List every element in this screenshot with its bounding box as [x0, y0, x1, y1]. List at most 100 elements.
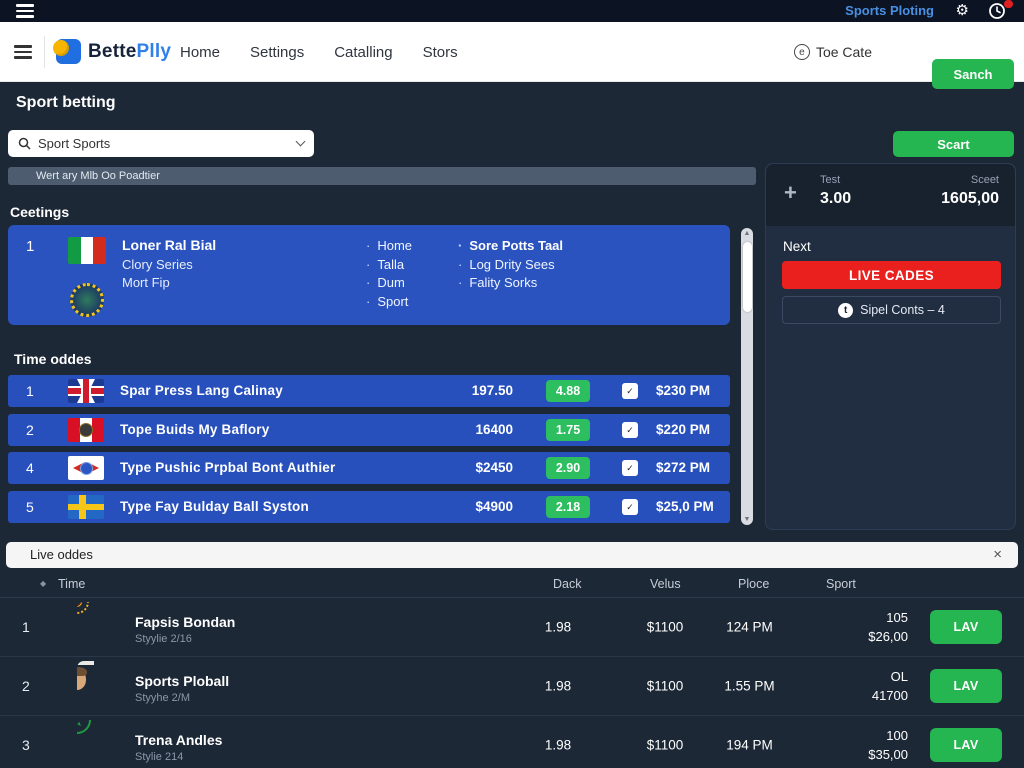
start-button[interactable]: Scart — [893, 131, 1014, 157]
lav-button[interactable]: LAV — [930, 610, 1002, 644]
bullet-item[interactable]: Home — [366, 237, 412, 256]
scrollbar-thumb[interactable] — [743, 242, 752, 312]
row-number: 3 — [22, 737, 30, 753]
event-time: $272 PM — [656, 460, 710, 475]
table-row[interactable]: 1 Fapsis Bondan Styylie 2/16 1.98 $1100 … — [0, 598, 1024, 657]
nav-item-stors[interactable]: Stors — [423, 44, 458, 61]
stat-bottom: $35,00 — [800, 745, 908, 764]
odds-badge[interactable]: 2.18 — [546, 496, 590, 518]
account-label: Toe Cate — [816, 44, 872, 60]
sport-select-dropdown[interactable]: Sport Sports — [8, 130, 314, 157]
col-ploce[interactable]: Ploce — [738, 577, 769, 591]
test-label: Test — [820, 174, 840, 186]
odds-badge[interactable]: 2.90 — [546, 457, 590, 479]
event-name: Tope Buids My Baflory — [120, 422, 269, 437]
stat-bottom: $26,00 — [800, 627, 908, 646]
ploce-value: 1.55 PM — [712, 679, 787, 694]
row-checkbox[interactable]: ✓ — [622, 383, 638, 399]
table-row[interactable]: 3 Trena Andles Stylie 214 1.98 $1100 194… — [0, 716, 1024, 768]
col-time[interactable]: Time — [58, 577, 85, 591]
event-value: $2450 — [408, 460, 513, 475]
velus-value: $1100 — [630, 738, 700, 753]
meeting-number: 1 — [26, 238, 34, 255]
bullet-item[interactable]: Log Drity Sees — [458, 256, 563, 275]
sweden-flag-icon — [68, 495, 104, 519]
odds-row[interactable]: 4 Type Pushic Prpbal Bont Authier $2450 … — [8, 452, 730, 484]
col-sport[interactable]: Sport — [826, 577, 856, 591]
player-name: Fapsis Bondan — [135, 614, 235, 630]
dack-value: 1.98 — [528, 738, 588, 753]
stat-top: 105 — [800, 608, 908, 627]
chevron-down-icon — [296, 137, 306, 147]
nav-item-settings[interactable]: Settings — [250, 44, 304, 61]
lav-button[interactable]: LAV — [930, 669, 1002, 703]
vertical-scrollbar[interactable]: ▲ ▼ — [741, 228, 753, 525]
close-icon[interactable]: × — [993, 542, 1002, 568]
player-subtitle: Styyhe 2/M — [135, 692, 190, 704]
nav-menu-icon[interactable] — [14, 44, 34, 60]
table-row[interactable]: 2 Sports Ploball Styyhe 2/M 1.98 $1100 1… — [0, 657, 1024, 716]
test-value: 3.00 — [820, 190, 851, 208]
sport-stats: 100 $35,00 — [800, 726, 908, 764]
live-odds-bar: Live oddes × — [6, 542, 1018, 568]
divider — [44, 36, 45, 68]
event-value: 16400 — [408, 422, 513, 437]
odds-badge[interactable]: 4.88 — [546, 380, 590, 402]
bullet-item[interactable]: Fality Sorks — [458, 274, 563, 293]
meeting-card[interactable]: 1 Loner Ral Bial Clory Series Mort Fip H… — [8, 225, 730, 325]
lav-button[interactable]: LAV — [930, 728, 1002, 762]
player-name: Trena Andles — [135, 732, 222, 748]
score-label: Sceet — [971, 174, 999, 186]
search-button[interactable]: Sanch — [932, 59, 1014, 89]
velus-value: $1100 — [630, 620, 700, 635]
bullet-item[interactable]: Talla — [366, 256, 412, 275]
col-velus[interactable]: Velus — [650, 577, 681, 591]
betslip-panel: + Test 3.00 Sceet 1605,00 Next LIVE CADE… — [765, 163, 1016, 530]
clock-icon[interactable] — [988, 2, 1010, 20]
uk-flag-icon — [68, 379, 104, 403]
bullet-item[interactable]: Dum — [366, 274, 412, 293]
row-checkbox[interactable]: ✓ — [622, 422, 638, 438]
col-dack[interactable]: Dack — [553, 577, 581, 591]
spel-conts-button[interactable]: t Sipel Conts – 4 — [782, 296, 1001, 324]
betslip-header: + Test 3.00 Sceet 1605,00 — [766, 164, 1015, 226]
peru-flag-icon — [68, 418, 104, 442]
sport-select-value: Sport Sports — [38, 136, 290, 151]
odds-row[interactable]: 2 Tope Buids My Baflory 16400 1.75 ✓ $22… — [8, 414, 730, 446]
stars-badge-icon — [70, 283, 104, 317]
score-value: 1605,00 — [941, 190, 999, 208]
bullet-item[interactable]: Sport — [366, 293, 412, 312]
nav-item-catalling[interactable]: Catalling — [334, 44, 392, 61]
odds-row[interactable]: 5 Type Fay Bulday Ball Syston $4900 2.18… — [8, 491, 730, 523]
event-time: $230 PM — [656, 383, 710, 398]
row-checkbox[interactable]: ✓ — [622, 499, 638, 515]
diamond-icon: ◆ — [40, 579, 46, 588]
event-time: $220 PM — [656, 422, 710, 437]
team-crest-red-icon — [77, 602, 121, 652]
meeting-title: Loner Ral Bial — [122, 237, 216, 253]
player-subtitle: Stylie 214 — [135, 751, 183, 763]
live-cades-button[interactable]: LIVE CADES — [782, 261, 1001, 289]
scroll-up-icon[interactable]: ▲ — [741, 230, 753, 237]
time-odds-heading: Time oddes — [14, 351, 92, 367]
sport-stats: 105 $26,00 — [800, 608, 908, 646]
meetings-heading: Ceetings — [10, 204, 69, 220]
brand-logo-icon[interactable] — [56, 39, 81, 64]
italy-flag-icon — [68, 237, 106, 264]
stat-bottom: 41700 — [800, 686, 908, 705]
add-bet-icon[interactable]: + — [784, 180, 797, 206]
odds-badge[interactable]: 1.75 — [546, 419, 590, 441]
gear-icon[interactable]: ⚙ — [956, 1, 969, 21]
brand-name[interactable]: BettePlly — [88, 41, 171, 63]
topbar-title: Sports Ploting — [845, 3, 934, 18]
next-label: Next — [783, 239, 811, 254]
club-green-icon — [77, 720, 121, 768]
odds-row[interactable]: 1 Spar Press Lang Calinay 197.50 4.88 ✓ … — [8, 375, 730, 407]
nav-item-home[interactable]: Home — [180, 44, 220, 61]
scroll-down-icon[interactable]: ▼ — [741, 516, 753, 523]
bullet-item[interactable]: Sore Potts Taal — [458, 237, 563, 256]
row-number: 4 — [26, 460, 34, 476]
row-checkbox[interactable]: ✓ — [622, 460, 638, 476]
account-menu[interactable]: e Toe Cate — [794, 22, 872, 82]
topbar-menu-icon[interactable] — [16, 3, 36, 19]
